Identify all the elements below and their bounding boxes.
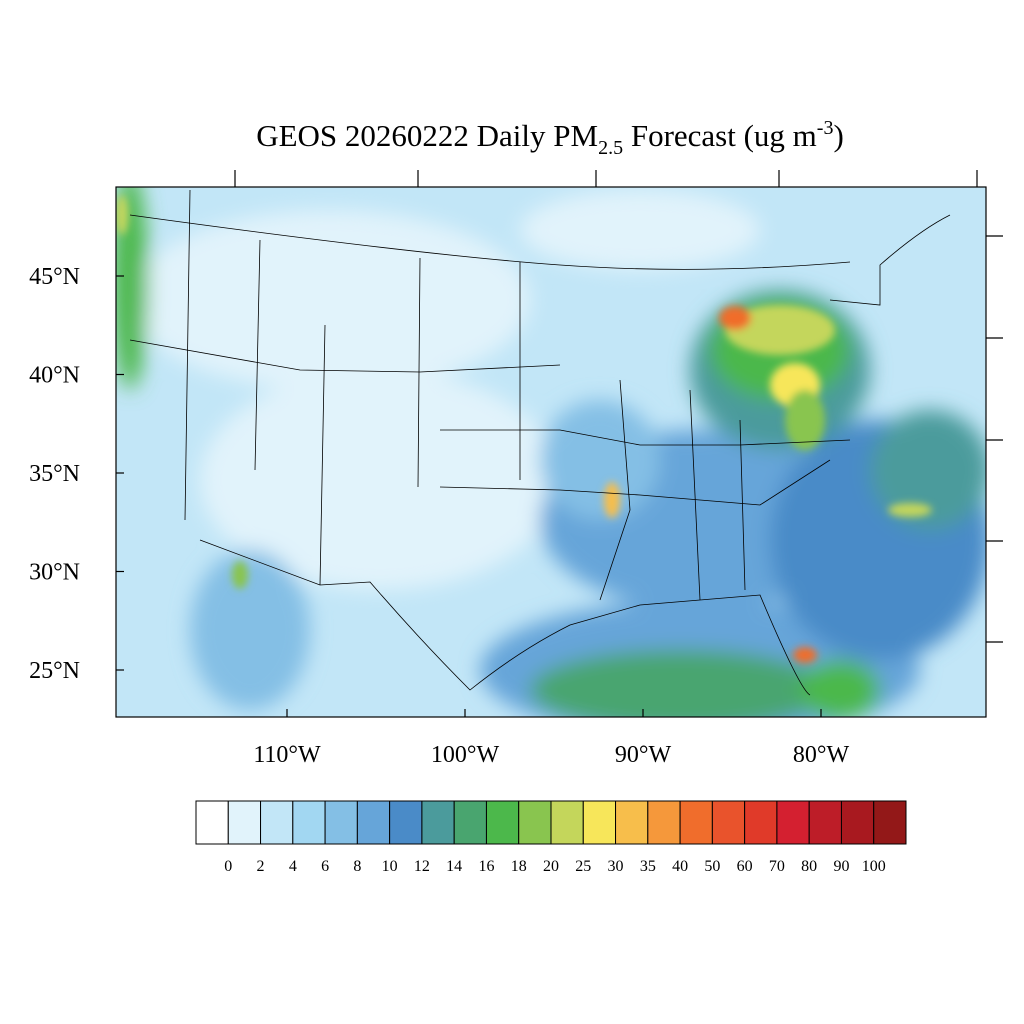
colorbar-label: 12 [414,858,430,875]
lon-label: 90°W [615,742,672,768]
colorbar-label: 10 [382,858,398,875]
lat-label: 35°N [29,461,80,487]
colorbar-box [389,800,423,845]
colorbar-box [453,800,487,845]
title: GEOS 20260222 Daily PM2.5 Forecast (ug m… [256,117,844,159]
colorbar-box [711,800,746,845]
colorbar-box [260,800,294,845]
colorbar-label: 70 [769,858,785,875]
colorbar-box [840,800,875,845]
colorbar-box [227,800,262,845]
colorbar-label: 90 [833,858,849,875]
projection-ticks [234,170,1003,643]
colorbar-label: 30 [608,858,624,875]
lon-label: 80°W [793,742,850,768]
colorbar-label: 80 [801,858,817,875]
colorbar-box [550,800,584,845]
colorbar-box [873,800,907,845]
colorbar-label: 20 [543,858,559,875]
colorbar-label: 6 [321,858,329,875]
colorbar-label: 100 [862,858,886,875]
colorbar-label: 40 [672,858,688,875]
title-sub: 2.5 [598,137,623,159]
colorbar-box [615,800,649,845]
state-boundaries [129,189,951,696]
colorbar-label: 2 [257,858,265,875]
title-main: GEOS 20260222 Daily PM [256,118,598,153]
lat-label: 45°N [29,264,80,290]
colorbar-label: 8 [353,858,361,875]
map-frame [115,186,987,718]
colorbar-label: 35 [640,858,656,875]
lat-label: 25°N [29,658,80,684]
lon-label: 110°W [253,742,321,768]
colorbar-label: 14 [446,858,462,875]
colorbar-box [744,800,778,845]
lat-label: 40°N [29,363,80,389]
lon-label: 100°W [431,742,500,768]
colorbar-label: 0 [224,858,232,875]
colorbar-box [324,800,358,845]
colorbar-box [647,800,681,845]
colorbar-label: 25 [575,858,591,875]
colorbar-box [808,800,842,845]
colorbar-label: 18 [511,858,527,875]
title-end: ) [833,118,843,153]
colorbar-box [292,800,326,845]
map-field [116,187,986,717]
colorbar-box [518,800,552,845]
colorbar-box [776,800,810,845]
colorbar-box [679,800,713,845]
colorbar-box [195,800,229,845]
colorbar-label: 60 [737,858,753,875]
lat-label: 30°N [29,560,80,586]
title-sup: -3 [817,117,834,139]
colorbar-box [582,800,617,845]
colorbar-label: 50 [704,858,720,875]
colorbar-box [485,800,520,845]
colorbar-label: 4 [289,858,297,875]
colorbar-label: 16 [478,858,494,875]
colorbar-box [356,800,391,845]
title-rest: Forecast (ug m [623,118,817,153]
colorbar-box [421,800,455,845]
